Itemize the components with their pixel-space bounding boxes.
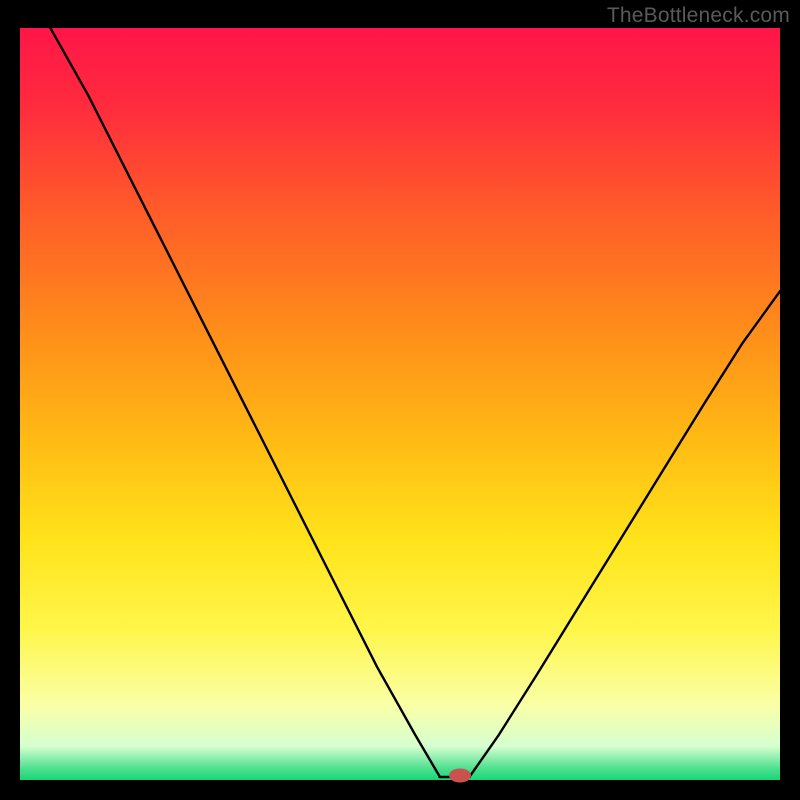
watermark-text: TheBottleneck.com [607, 4, 790, 28]
plot-background [20, 28, 780, 780]
chart-container: TheBottleneck.com [0, 0, 800, 800]
optimal-marker [449, 768, 471, 782]
bottleneck-chart [0, 0, 800, 800]
